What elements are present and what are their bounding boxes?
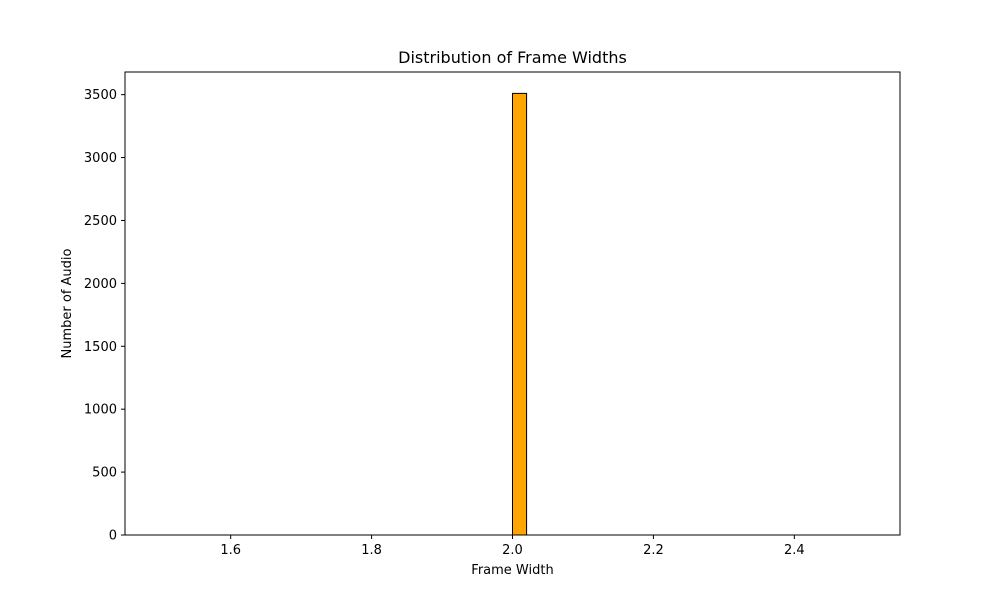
y-tick-label: 1000 [84,403,117,418]
x-axis-label: Frame Width [471,563,553,578]
y-tick-label: 1500 [84,340,117,355]
y-tick-label: 2000 [84,277,117,292]
y-tick-label: 0 [109,529,117,544]
plot-area: 1.6 1.8 2.0 2.2 2.4 0 500 1000 1500 2000 2500 3000… [84,71,901,558]
y-tick-label: 500 [92,466,117,481]
chart-title: Distribution of Frame Widths [398,48,627,67]
y-tick-label: 2500 [84,214,117,229]
y-axis-label: Number of Audio [60,248,75,358]
x-tick-label: 2.2 [643,543,664,558]
x-tick-label: 2.0 [502,543,523,558]
histogram-bar [512,92,528,536]
y-tick-label: 3500 [84,88,117,103]
y-tick-label: 3000 [84,151,117,166]
x-tick-label: 1.8 [361,543,382,558]
bars-group [512,92,528,536]
x-axis-ticks: 1.6 1.8 2.0 2.2 2.4 [220,535,805,558]
x-tick-label: 2.4 [784,543,805,558]
x-tick-label: 1.6 [220,543,241,558]
y-axis-ticks: 0 500 1000 1500 2000 2500 3000 3500 [84,88,125,544]
